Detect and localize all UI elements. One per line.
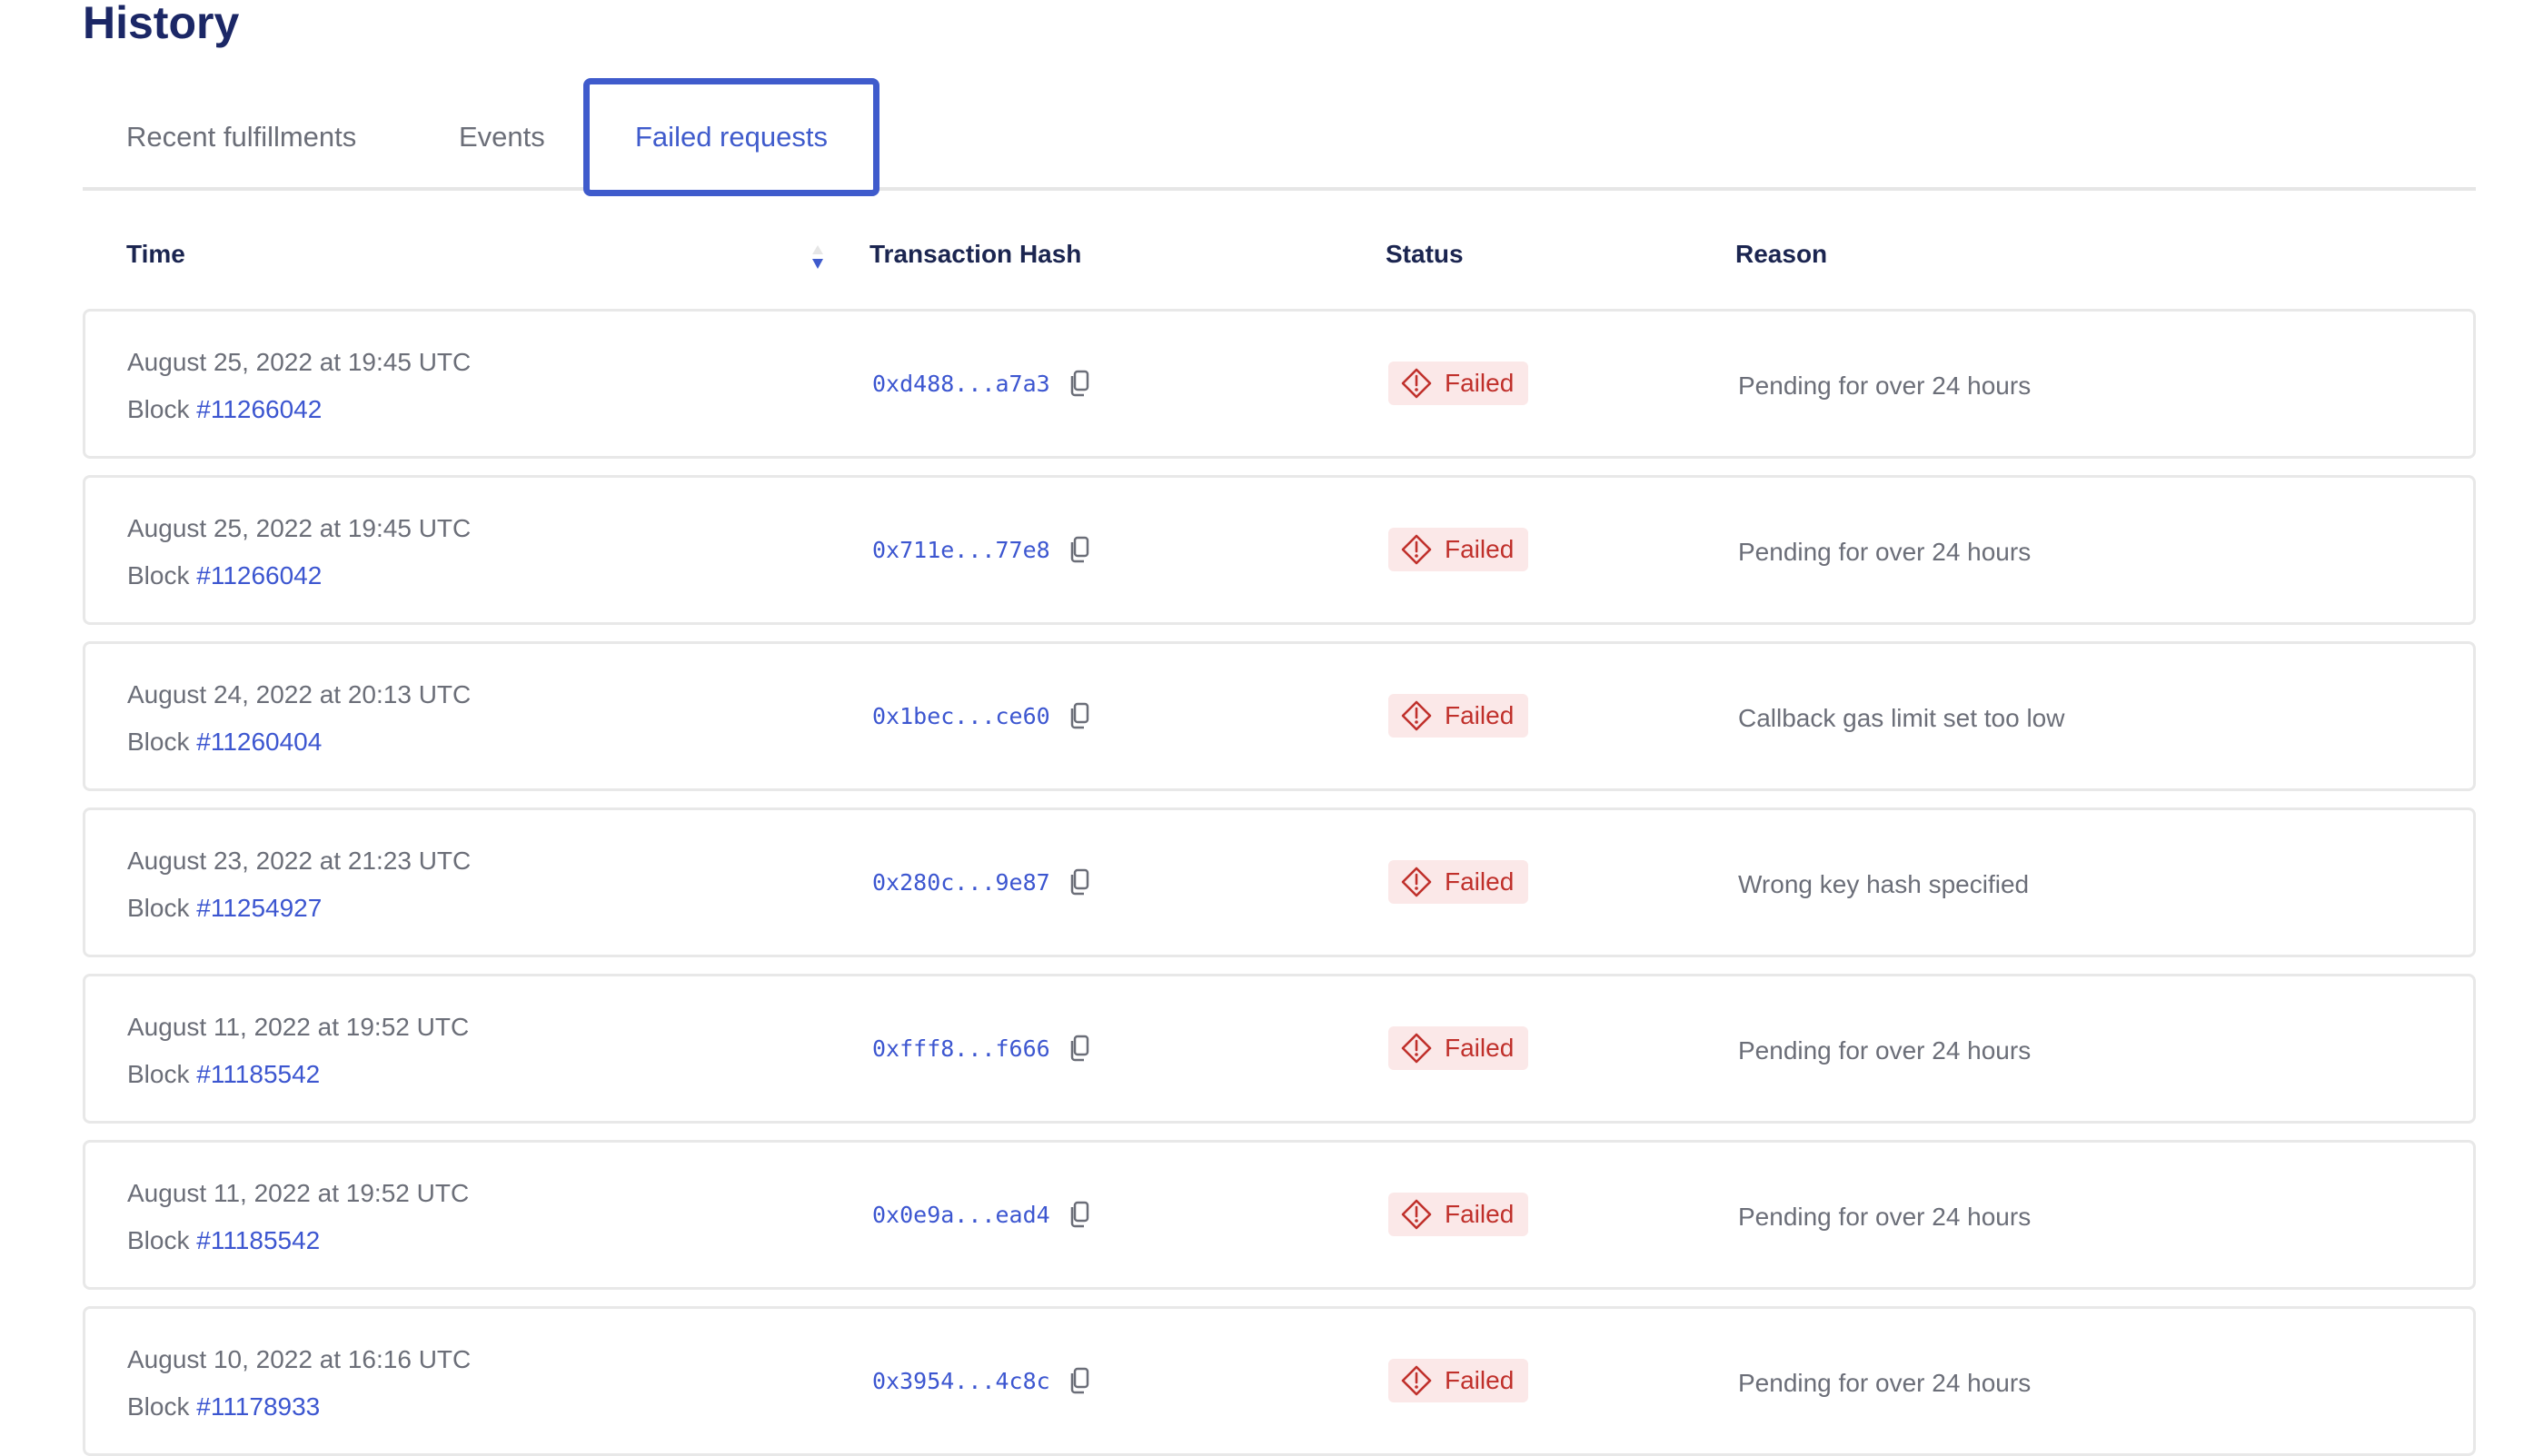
block-label: Block (127, 1392, 197, 1421)
row-reason: Pending for over 24 hours (1738, 538, 2032, 566)
block-link[interactable]: #11266042 (196, 561, 323, 589)
row-block: Block #11254927 (127, 894, 322, 923)
tab-failed-requests[interactable]: Failed requests (583, 78, 879, 196)
row-block: Block #11260404 (127, 728, 322, 757)
row-time: August 23, 2022 at 21:23 UTC (127, 847, 472, 875)
row-hash-cell: 0x1bec...ce60 (872, 702, 1090, 729)
alert-diamond-icon (1401, 700, 1432, 731)
row-reason: Pending for over 24 hours (1738, 371, 2032, 400)
status-badge: Failed (1388, 1026, 1529, 1070)
block-link[interactable]: #11178933 (196, 1392, 321, 1421)
transaction-hash-link[interactable]: 0x280c...9e87 (872, 868, 1050, 896)
row-reason: Pending for over 24 hours (1738, 1036, 2032, 1065)
row-hash-cell: 0xd488...a7a3 (872, 370, 1090, 397)
block-link[interactable]: #11266042 (196, 395, 323, 423)
row-block: Block #11266042 (127, 395, 322, 424)
column-header-status: Status (1386, 240, 1464, 268)
row-hash-cell: 0x3954...4c8c (872, 1367, 1090, 1394)
status-text: Failed (1445, 867, 1515, 896)
column-header-reason: Reason (1735, 240, 1828, 268)
block-link[interactable]: #11254927 (196, 894, 323, 922)
table-row: August 24, 2022 at 20:13 UTC Block #1126… (83, 641, 2476, 791)
block-label: Block (127, 1060, 197, 1088)
row-block: Block #11185542 (127, 1226, 320, 1255)
tab-bar-divider (83, 187, 2476, 191)
row-reason: Pending for over 24 hours (1738, 1203, 2032, 1231)
row-hash-cell: 0x280c...9e87 (872, 868, 1090, 896)
row-block: Block #11266042 (127, 561, 322, 590)
block-link[interactable]: #11185542 (196, 1226, 321, 1254)
status-text: Failed (1445, 369, 1515, 397)
block-label: Block (127, 395, 197, 423)
status-text: Failed (1445, 1034, 1515, 1062)
table-row: August 10, 2022 at 16:16 UTC Block #1117… (83, 1306, 2476, 1456)
row-time: August 24, 2022 at 20:13 UTC (127, 680, 472, 708)
table-row: August 25, 2022 at 19:45 UTC Block #1126… (83, 475, 2476, 625)
status-text: Failed (1445, 1366, 1515, 1394)
status-badge: Failed (1388, 1193, 1529, 1236)
alert-diamond-icon (1401, 534, 1432, 565)
status-badge: Failed (1388, 362, 1529, 405)
status-badge: Failed (1388, 860, 1529, 904)
transaction-hash-link[interactable]: 0xd488...a7a3 (872, 370, 1050, 397)
block-link[interactable]: #11185542 (196, 1060, 321, 1088)
table-row: August 25, 2022 at 19:45 UTC Block #1126… (83, 309, 2476, 459)
alert-diamond-icon (1401, 368, 1432, 399)
status-badge: Failed (1388, 1359, 1529, 1402)
copy-icon[interactable] (1068, 702, 1090, 729)
copy-icon[interactable] (1068, 1201, 1090, 1228)
row-time: August 25, 2022 at 19:45 UTC (127, 348, 472, 376)
block-label: Block (127, 1226, 197, 1254)
row-time: August 10, 2022 at 16:16 UTC (127, 1345, 472, 1373)
table-row: August 11, 2022 at 19:52 UTC Block #1118… (83, 974, 2476, 1124)
block-label: Block (127, 894, 197, 922)
tab-events[interactable]: Events (459, 121, 545, 153)
copy-icon[interactable] (1068, 536, 1090, 563)
row-block: Block #11185542 (127, 1060, 320, 1089)
row-time: August 25, 2022 at 19:45 UTC (127, 514, 472, 542)
row-hash-cell: 0x711e...77e8 (872, 536, 1090, 563)
copy-icon[interactable] (1068, 1367, 1090, 1394)
status-text: Failed (1445, 1200, 1515, 1228)
page-title: History (83, 0, 240, 48)
transaction-hash-link[interactable]: 0x711e...77e8 (872, 536, 1050, 563)
status-text: Failed (1445, 535, 1515, 563)
row-reason: Pending for over 24 hours (1738, 1369, 2032, 1397)
transaction-hash-link[interactable]: 0x0e9a...ead4 (872, 1201, 1050, 1228)
copy-icon[interactable] (1068, 370, 1090, 397)
alert-diamond-icon (1401, 1199, 1432, 1230)
copy-icon[interactable] (1068, 1035, 1090, 1062)
row-hash-cell: 0xfff8...f666 (872, 1035, 1090, 1062)
column-header-time[interactable]: Time (126, 240, 185, 268)
transaction-hash-link[interactable]: 0x3954...4c8c (872, 1367, 1050, 1394)
row-time: August 11, 2022 at 19:52 UTC (127, 1013, 470, 1041)
column-header-transaction-hash: Transaction Hash (869, 240, 1082, 268)
block-link[interactable]: #11260404 (196, 728, 323, 756)
block-label: Block (127, 561, 197, 589)
status-badge: Failed (1388, 528, 1529, 571)
status-text: Failed (1445, 701, 1515, 729)
row-hash-cell: 0x0e9a...ead4 (872, 1201, 1090, 1228)
alert-diamond-icon (1401, 1365, 1432, 1396)
status-badge: Failed (1388, 694, 1529, 738)
sort-arrows-icon[interactable] (809, 243, 827, 271)
block-label: Block (127, 728, 197, 756)
transaction-hash-link[interactable]: 0xfff8...f666 (872, 1035, 1050, 1062)
alert-diamond-icon (1401, 867, 1432, 897)
transaction-hash-link[interactable]: 0x1bec...ce60 (872, 702, 1050, 729)
copy-icon[interactable] (1068, 868, 1090, 896)
tab-recent-fulfillments[interactable]: Recent fulfillments (126, 121, 357, 153)
table-row: August 11, 2022 at 19:52 UTC Block #1118… (83, 1140, 2476, 1290)
row-block: Block #11178933 (127, 1392, 320, 1421)
alert-diamond-icon (1401, 1033, 1432, 1064)
row-time: August 11, 2022 at 19:52 UTC (127, 1179, 470, 1207)
table-row: August 23, 2022 at 21:23 UTC Block #1125… (83, 807, 2476, 957)
row-reason: Callback gas limit set too low (1738, 704, 2065, 732)
row-reason: Wrong key hash specified (1738, 870, 2030, 898)
